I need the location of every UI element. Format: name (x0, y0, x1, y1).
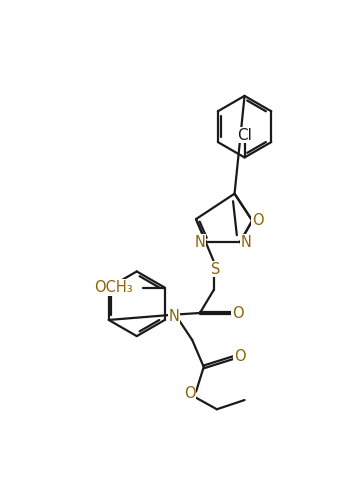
Text: O: O (234, 349, 246, 364)
Text: Cl: Cl (237, 128, 252, 143)
Text: O: O (252, 213, 264, 228)
Text: S: S (211, 262, 220, 276)
Text: N: N (168, 309, 179, 325)
Text: N: N (241, 235, 252, 250)
Text: O: O (232, 305, 243, 321)
Text: N: N (194, 235, 205, 250)
Text: O: O (184, 386, 196, 401)
Text: OCH₃: OCH₃ (94, 280, 132, 295)
